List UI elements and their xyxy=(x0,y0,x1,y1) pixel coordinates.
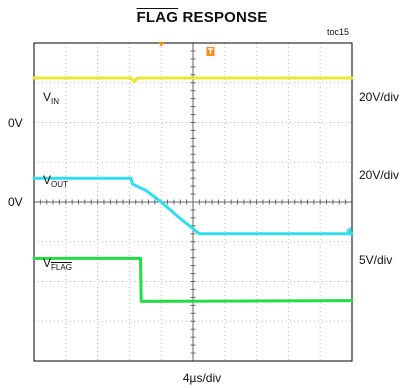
vflag-label: VFLAG xyxy=(43,256,72,272)
trigger-t-glyph xyxy=(207,48,213,54)
zero-label-vin: 0V xyxy=(8,116,23,130)
trace-vflag xyxy=(32,256,354,303)
scale-label-vout: 20V/div xyxy=(359,168,400,182)
ground-marker-icon xyxy=(346,226,351,235)
scale-label-vflag: 5V/div xyxy=(359,253,393,267)
traces xyxy=(32,76,354,303)
trigger-arrow-icon xyxy=(158,42,165,47)
grid xyxy=(33,42,353,362)
plot-frame xyxy=(33,42,353,362)
trace-vin xyxy=(32,76,354,84)
vout-label: VOUT xyxy=(43,173,68,189)
zero-label-vout: 0V xyxy=(8,195,23,209)
title-response: RESPONSE xyxy=(178,9,268,26)
chart-title: FLAG RESPONSE xyxy=(0,9,404,26)
toc-label: toc15 xyxy=(326,27,349,37)
title-flag: FLAG xyxy=(136,9,179,26)
markers xyxy=(158,42,351,235)
trace-vout xyxy=(32,176,354,236)
x-axis-label: 4µs/div xyxy=(182,371,222,385)
vin-label: VIN xyxy=(43,90,60,106)
scale-label-vin: 20V/div xyxy=(359,90,400,104)
